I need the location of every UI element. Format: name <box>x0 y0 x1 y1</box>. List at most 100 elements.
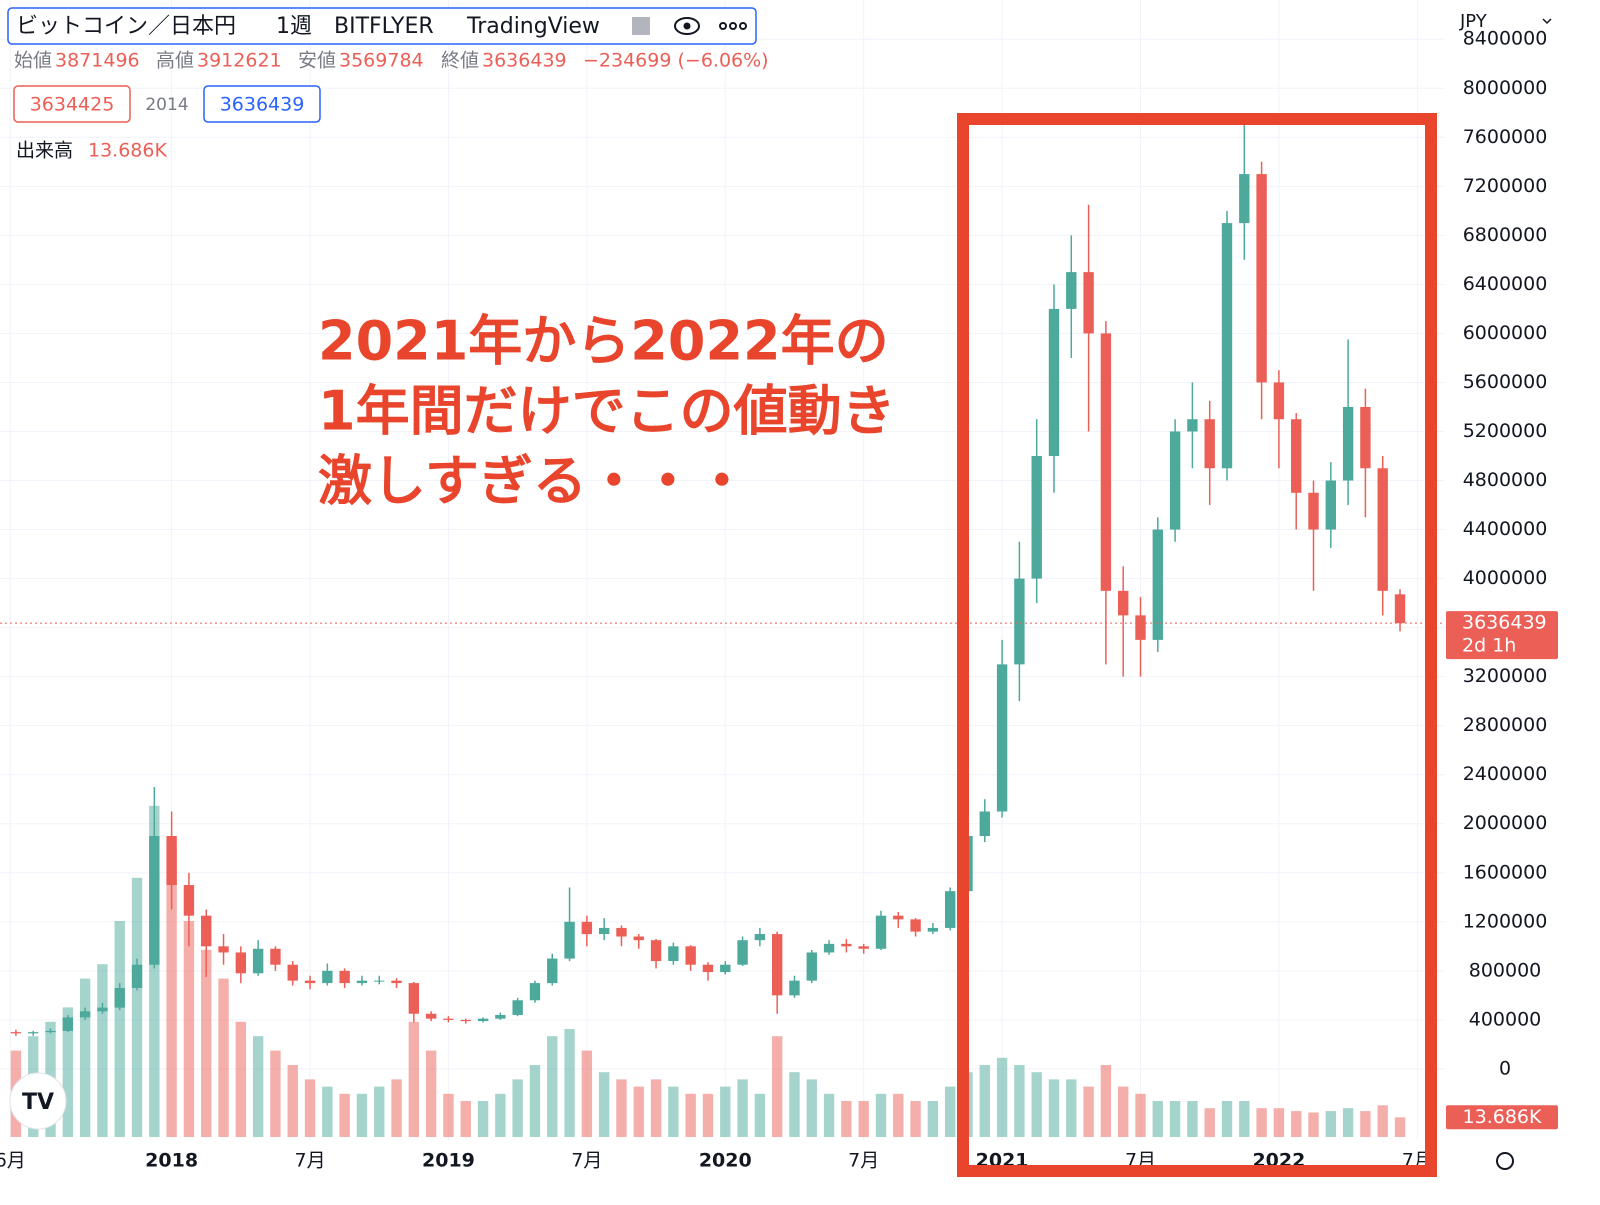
tv-logo-text: TV <box>22 1090 54 1115</box>
candle-body <box>97 1007 108 1012</box>
volume-bar <box>512 1079 523 1137</box>
candle-body <box>235 952 247 974</box>
candle-body <box>1048 308 1060 456</box>
candle-body <box>391 980 402 984</box>
volume-bar <box>201 949 212 1137</box>
candle-body <box>304 980 316 984</box>
buy-box[interactable] <box>203 85 321 123</box>
candle-body <box>529 983 541 1001</box>
eye-icon[interactable] <box>674 17 700 35</box>
candle-body <box>1204 419 1215 469</box>
candle-body <box>1377 468 1388 591</box>
high-label: 高値 <box>156 50 194 72</box>
volume-bar <box>1308 1112 1319 1137</box>
volume-value: 13.686K <box>88 140 167 162</box>
symbol-box[interactable] <box>7 7 757 45</box>
open-value: 3871496 <box>55 50 140 72</box>
volume-bar <box>1031 1072 1042 1137</box>
candle-body <box>495 1014 506 1019</box>
candle-body <box>339 970 350 984</box>
volume-bar <box>1239 1101 1250 1137</box>
ask[interactable]: 3636439 <box>220 94 305 116</box>
candle-body <box>1118 590 1129 616</box>
y-tick-label: 7600000 <box>1463 126 1548 148</box>
bid[interactable]: 3634425 <box>30 94 115 116</box>
volume-bar <box>443 1093 454 1137</box>
volume-bar <box>633 1086 644 1137</box>
volume-bar <box>806 1079 817 1137</box>
volume-bar <box>910 1101 921 1137</box>
volume-bar <box>252 1036 264 1137</box>
flag-icon[interactable] <box>632 17 650 35</box>
volume-bar <box>1152 1101 1163 1137</box>
y-tick-label: 8400000 <box>1463 28 1548 50</box>
candle-body <box>547 958 558 984</box>
volume-bar <box>62 1007 74 1137</box>
highlight-box <box>957 113 1437 1177</box>
volume-bar <box>564 1029 575 1137</box>
candle-body <box>28 1032 39 1034</box>
y-tick-label: 1600000 <box>1463 861 1548 883</box>
volume-bar <box>79 978 91 1137</box>
symbol-title[interactable]: ビットコイン／日本円 <box>16 14 236 39</box>
candle-body <box>1221 223 1233 469</box>
countdown: 2d 1h <box>1462 635 1516 657</box>
annotation: 2021年から2022年の <box>318 310 889 373</box>
grid <box>0 0 1445 1140</box>
candle-body <box>166 836 177 886</box>
candle-body <box>252 948 264 974</box>
volume-bar <box>893 1093 904 1137</box>
volume-bar <box>1360 1111 1371 1137</box>
exchange: BITFLYER <box>334 14 434 39</box>
low-value: 3569784 <box>339 50 424 72</box>
volume-bar <box>841 1101 852 1137</box>
y-tick-label: 4000000 <box>1463 567 1548 589</box>
candle-body <box>425 1013 437 1019</box>
y-tick-label: 2400000 <box>1463 763 1548 785</box>
annotation: 激しすぎる・・・ <box>318 450 749 513</box>
candle-body <box>598 927 610 935</box>
volume-bar <box>979 1065 990 1137</box>
volume-bar <box>1394 1117 1406 1137</box>
candle-body <box>668 946 679 962</box>
last-price-label: 3636439 <box>1462 612 1547 634</box>
interval[interactable]: 1週 <box>276 14 312 39</box>
currency[interactable]: JPY <box>1459 11 1488 32</box>
source: TradingView <box>466 14 600 39</box>
x-tick-label: 7月 <box>294 1150 325 1172</box>
tv-logo[interactable] <box>9 1072 67 1130</box>
candle-body <box>356 980 368 984</box>
candle-body <box>1239 174 1250 224</box>
volume-bar <box>356 1093 368 1137</box>
y-tick-label: 5600000 <box>1463 371 1548 393</box>
currency-caret[interactable] <box>1542 18 1552 25</box>
candle-body <box>823 943 835 953</box>
more-icon[interactable] <box>719 22 747 30</box>
candle-body <box>408 983 420 1014</box>
volume-bar <box>270 1050 281 1137</box>
candle-body <box>858 946 869 949</box>
volume-bar <box>166 849 177 1137</box>
volume-bar <box>322 1086 333 1137</box>
x-tick-label: 7月 <box>848 1150 879 1172</box>
volume-bar <box>1256 1108 1267 1137</box>
x-tick-label: 7月 <box>571 1150 602 1172</box>
volume-bar <box>944 1086 956 1137</box>
sell-box[interactable] <box>13 85 131 123</box>
settings-icon[interactable] <box>1496 1152 1514 1170</box>
change: −234699 (−6.06%) <box>583 50 769 72</box>
volume-bar <box>425 1050 437 1137</box>
volume-bar <box>304 1079 316 1137</box>
volume-bar <box>1048 1079 1060 1137</box>
volume-bar <box>1187 1101 1198 1137</box>
candle-body <box>944 891 956 928</box>
candle-body <box>1031 456 1042 579</box>
candle-body <box>183 885 195 916</box>
candle-body <box>616 927 627 937</box>
candle-body <box>477 1018 489 1022</box>
volume-bar <box>650 1079 662 1137</box>
candle-body <box>1256 174 1267 383</box>
x-tick-label: 2019 <box>422 1150 475 1172</box>
y-tick-label: 800000 <box>1469 959 1542 981</box>
x-tick-label: 2020 <box>699 1150 752 1172</box>
